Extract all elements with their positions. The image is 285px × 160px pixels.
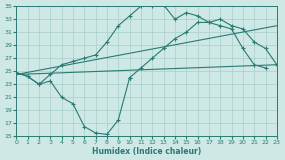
X-axis label: Humidex (Indice chaleur): Humidex (Indice chaleur) [92, 147, 201, 156]
